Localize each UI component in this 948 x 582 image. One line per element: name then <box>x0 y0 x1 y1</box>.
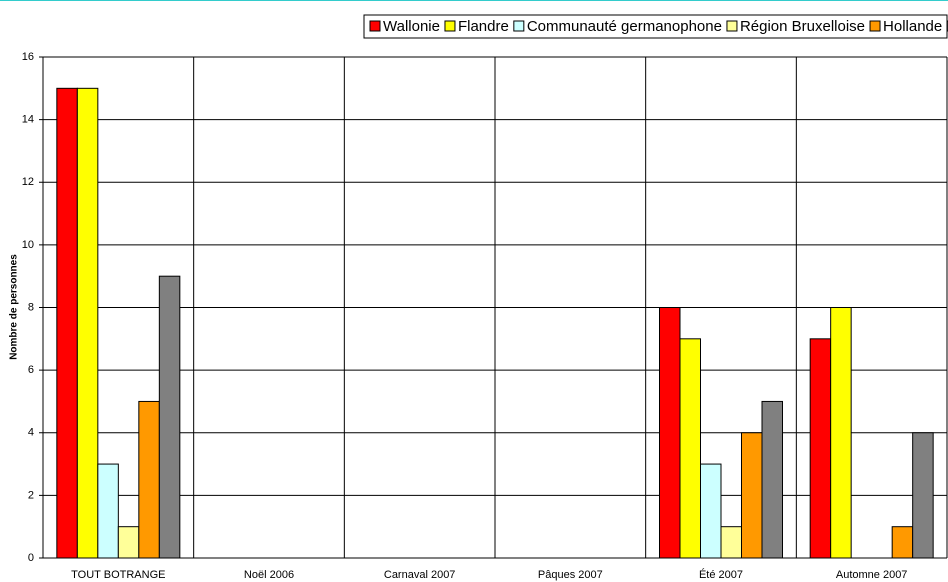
legend-swatch <box>869 20 881 32</box>
legend-label: Région Bruxelloise <box>740 18 865 35</box>
bar <box>700 463 722 559</box>
bar <box>741 432 763 559</box>
bar <box>912 432 934 559</box>
legend-swatch <box>369 20 381 32</box>
bar <box>56 87 78 559</box>
x-tick-label: TOUT BOTRANGE <box>71 569 165 581</box>
legend-swatch <box>513 20 525 32</box>
bar <box>830 307 852 559</box>
legend-label: Flandre <box>458 18 509 35</box>
y-tick-label: 2 <box>28 489 34 501</box>
legend-label: Communauté germanophone <box>527 18 722 35</box>
y-tick-label: 8 <box>28 301 34 313</box>
x-tick-label: Noël 2006 <box>244 569 294 581</box>
legend-label: Hollande <box>883 18 942 35</box>
legend-swatch <box>726 20 738 32</box>
bar <box>761 400 783 559</box>
bar <box>891 526 914 559</box>
y-tick-label: 12 <box>22 176 34 188</box>
legend-swatch <box>444 20 456 32</box>
x-tick-label: Pâques 2007 <box>538 569 603 581</box>
bar <box>117 526 140 559</box>
bar <box>76 87 99 559</box>
y-tick-label: 0 <box>28 552 34 564</box>
legend-label: Wallonie <box>383 18 440 35</box>
bar <box>809 338 832 559</box>
bar <box>659 307 681 559</box>
bar <box>138 400 160 559</box>
x-tick-label: Carnaval 2007 <box>384 569 456 581</box>
y-tick-label: 6 <box>28 364 34 376</box>
bar <box>720 526 742 559</box>
x-tick-label: Automne 2007 <box>836 569 908 581</box>
y-tick-label: 14 <box>22 114 34 126</box>
y-axis-title: Nombre de personnes <box>9 254 20 360</box>
x-tick-label: Été 2007 <box>699 568 743 581</box>
bar <box>158 275 181 559</box>
bar <box>679 338 701 559</box>
y-tick-label: 4 <box>28 427 34 439</box>
bar <box>97 463 119 559</box>
y-tick-label: 10 <box>22 239 34 251</box>
y-tick-label: 16 <box>22 51 34 63</box>
